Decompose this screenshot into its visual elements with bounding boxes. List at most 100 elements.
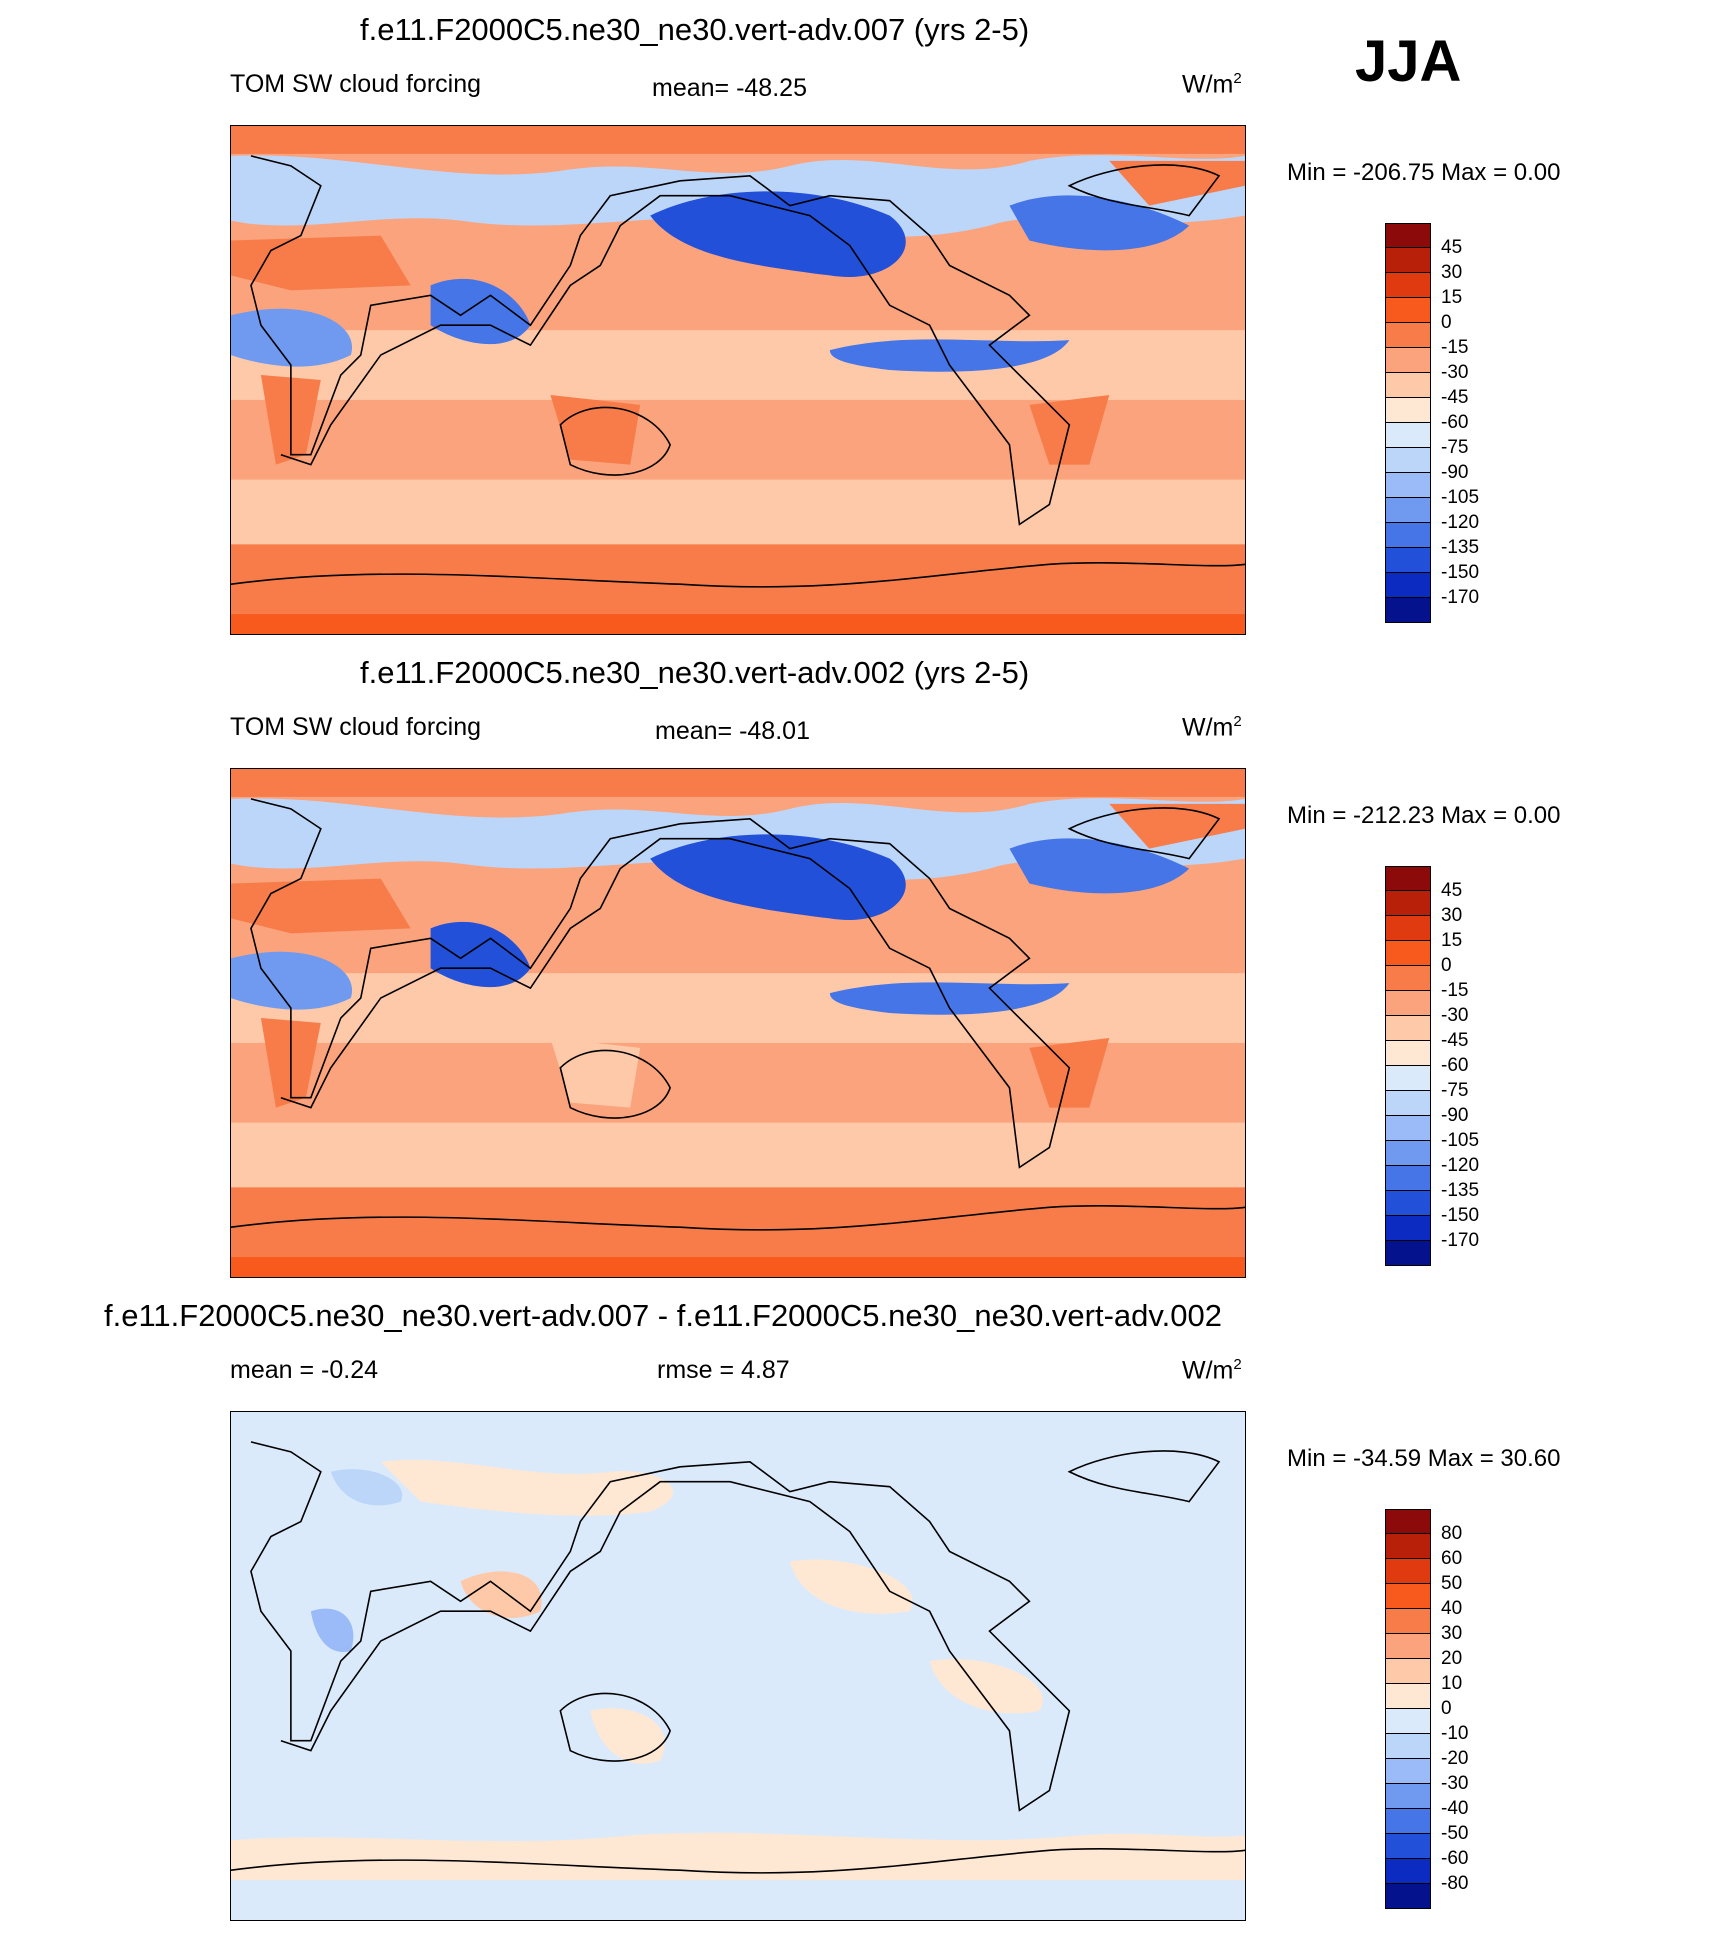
panel-2-mean: mean= -48.01 — [655, 717, 810, 745]
colorbar-tick-label: 0 — [1441, 1698, 1452, 1719]
colorbar-swatch — [1385, 891, 1431, 916]
colorbar-tick-label: -30 — [1441, 1773, 1469, 1794]
colorbar-tick-label: 30 — [1441, 905, 1463, 926]
colorbar-swatch — [1385, 223, 1431, 248]
colorbar-swatch — [1385, 866, 1431, 891]
season-label: JJA — [1355, 29, 1462, 94]
colorbar-swatch — [1385, 273, 1431, 298]
panel-3-minmax: Min = -34.59 Max = 30.60 — [1287, 1445, 1561, 1472]
colorbar-tick-label: -50 — [1441, 1823, 1469, 1844]
colorbar-swatch — [1385, 916, 1431, 941]
colorbar-tick-label: -60 — [1441, 1055, 1469, 1076]
colorbar-tick-label: -10 — [1441, 1723, 1469, 1744]
colorbar-swatch — [1385, 548, 1431, 573]
colorbar-swatch — [1385, 373, 1431, 398]
colorbar-tick-label: 0 — [1441, 955, 1452, 976]
colorbar-tick-label: -105 — [1441, 487, 1480, 508]
colorbar-swatch — [1385, 1709, 1431, 1734]
colorbar-swatch — [1385, 398, 1431, 423]
colorbar-tick-label: -30 — [1441, 1005, 1469, 1026]
panel-3-map — [230, 1411, 1246, 1921]
colorbar-tick-label: -20 — [1441, 1748, 1469, 1769]
panel-3-colorbar — [1385, 1509, 1431, 1909]
colorbar-tick-label: -135 — [1441, 537, 1480, 558]
colorbar-tick-label: -90 — [1441, 462, 1469, 483]
panel-3-title: f.e11.F2000C5.ne30_ne30.vert-adv.007 - f… — [104, 1298, 1222, 1333]
colorbar-tick-label: 20 — [1441, 1648, 1463, 1669]
colorbar-swatch — [1385, 248, 1431, 273]
colorbar-tick-label: -75 — [1441, 1080, 1469, 1101]
colorbar-swatch — [1385, 1809, 1431, 1834]
colorbar-swatch — [1385, 598, 1431, 623]
colorbar-tick-label: -120 — [1441, 512, 1480, 533]
colorbar-swatch — [1385, 1241, 1431, 1266]
colorbar-swatch — [1385, 1609, 1431, 1634]
colorbar-swatch — [1385, 1066, 1431, 1091]
colorbar-swatch — [1385, 1834, 1431, 1859]
colorbar-swatch — [1385, 523, 1431, 548]
colorbar-frame — [1385, 866, 1431, 1266]
colorbar-tick-label: -90 — [1441, 1105, 1469, 1126]
colorbar-swatch — [1385, 1659, 1431, 1684]
panel-2-colorbar — [1385, 866, 1431, 1266]
colorbar-swatch — [1385, 323, 1431, 348]
colorbar-swatch — [1385, 1534, 1431, 1559]
colorbar-swatch — [1385, 448, 1431, 473]
colorbar-tick-label: 0 — [1441, 312, 1452, 333]
panel-1-variable: TOM SW cloud forcing — [230, 70, 482, 98]
colorbar-swatch — [1385, 1734, 1431, 1759]
colorbar-swatch — [1385, 1116, 1431, 1141]
colorbar-swatch — [1385, 1191, 1431, 1216]
colorbar-tick-label: -120 — [1441, 1155, 1480, 1176]
colorbar-swatch — [1385, 498, 1431, 523]
panel-3-mean: mean = -0.24 — [230, 1356, 379, 1384]
panel-2-map — [230, 768, 1246, 1278]
colorbar-swatch — [1385, 1684, 1431, 1709]
colorbar-swatch — [1385, 1759, 1431, 1784]
colorbar-tick-label: 80 — [1441, 1523, 1463, 1544]
colorbar-tick-label: -40 — [1441, 1798, 1469, 1819]
colorbar-swatch — [1385, 1509, 1431, 1534]
colorbar-swatch — [1385, 1784, 1431, 1809]
colorbar-tick-label: -75 — [1441, 437, 1469, 458]
colorbar-tick-label: 45 — [1441, 880, 1463, 901]
colorbar-swatch — [1385, 423, 1431, 448]
colorbar-tick-label: -15 — [1441, 980, 1469, 1001]
colorbar-tick-label: -135 — [1441, 1180, 1480, 1201]
colorbar-tick-label: -60 — [1441, 1848, 1469, 1869]
panel-2-variable: TOM SW cloud forcing — [230, 713, 482, 741]
colorbar-swatch — [1385, 1091, 1431, 1116]
colorbar-swatch — [1385, 1166, 1431, 1191]
colorbar-swatch — [1385, 966, 1431, 991]
colorbar-tick-label: -45 — [1441, 387, 1469, 408]
colorbar-swatch — [1385, 941, 1431, 966]
colorbar-swatch — [1385, 1141, 1431, 1166]
colorbar-tick-label: -170 — [1441, 587, 1480, 608]
panel-1-units: W/m2 — [1182, 70, 1242, 99]
colorbar-swatch — [1385, 1041, 1431, 1066]
panel-3-rmse: rmse = 4.87 — [657, 1356, 790, 1384]
colorbar-swatch — [1385, 473, 1431, 498]
colorbar-swatch — [1385, 1859, 1431, 1884]
colorbar-tick-label: -150 — [1441, 562, 1480, 583]
colorbar-tick-label: 10 — [1441, 1673, 1463, 1694]
colorbar-tick-label: 45 — [1441, 237, 1463, 258]
panel-2-title: f.e11.F2000C5.ne30_ne30.vert-adv.002 (yr… — [360, 655, 1030, 690]
panel-3-units: W/m2 — [1182, 1356, 1242, 1385]
colorbar-tick-label: -105 — [1441, 1130, 1480, 1151]
colorbar-frame — [1385, 223, 1431, 623]
colorbar-tick-label: -15 — [1441, 337, 1469, 358]
colorbar-swatch — [1385, 1634, 1431, 1659]
panel-1-mean: mean= -48.25 — [652, 74, 807, 102]
colorbar-tick-label: 60 — [1441, 1548, 1463, 1569]
panel-1-colorbar — [1385, 223, 1431, 623]
colorbar-tick-label: 30 — [1441, 262, 1463, 283]
colorbar-swatch — [1385, 298, 1431, 323]
colorbar-tick-label: -60 — [1441, 412, 1469, 433]
colorbar-swatch — [1385, 348, 1431, 373]
colorbar-swatch — [1385, 573, 1431, 598]
panel-1-title: f.e11.F2000C5.ne30_ne30.vert-adv.007 (yr… — [360, 12, 1030, 47]
colorbar-tick-label: 50 — [1441, 1573, 1463, 1594]
colorbar-swatch — [1385, 1559, 1431, 1584]
panel-1-minmax: Min = -206.75 Max = 0.00 — [1287, 159, 1561, 186]
